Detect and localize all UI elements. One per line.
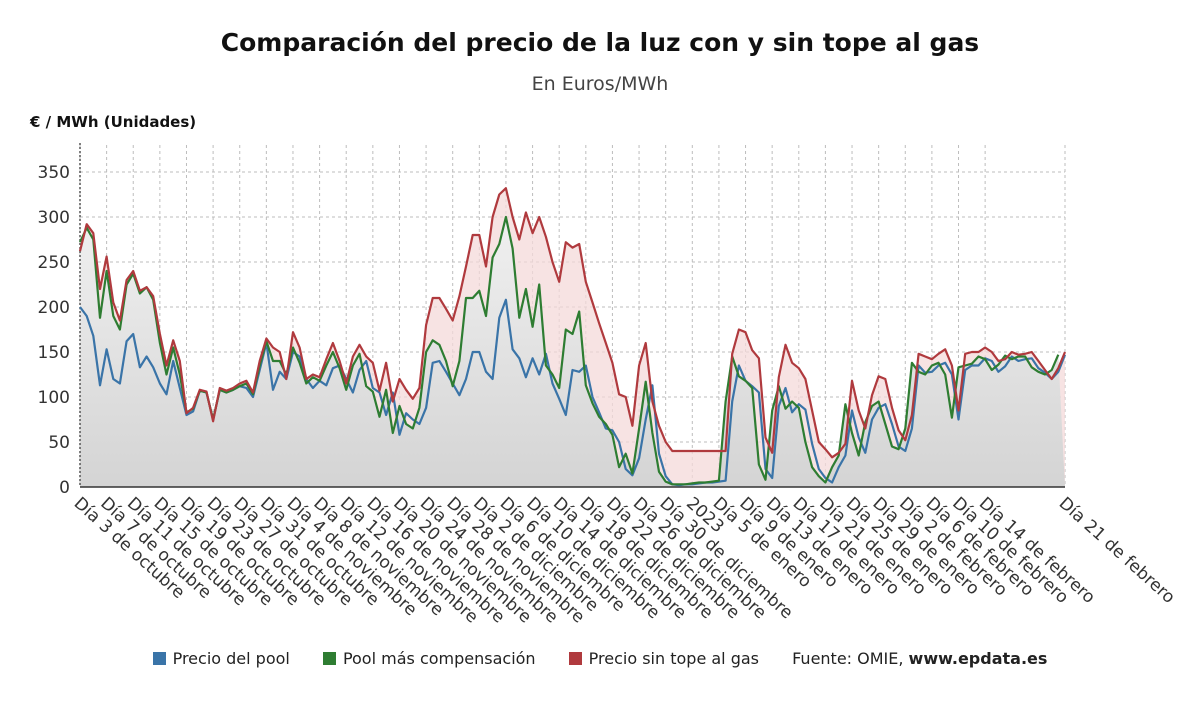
series-line-pool [79,298,1067,487]
legend-item-compensacion[interactable]: Pool más compensación [322,649,536,668]
legend-item-sin-tope[interactable]: Precio sin tope al gas [568,649,759,668]
y-axis-label: € / MWh (Unidades) [30,113,197,131]
y-tick-label: 250 [38,253,70,273]
source-link[interactable]: www.epdata.es [908,649,1048,668]
chart-title: Comparación del precio de la luz con y s… [220,28,980,57]
area-compensacion [80,217,1065,487]
legend-swatch-pool [152,652,166,665]
series-line-sin-tope [78,187,1067,459]
y-tick-label: 150 [38,343,70,363]
y-tick-label: 50 [48,433,70,453]
y-tick-label: 300 [38,208,70,228]
y-tick-label: 350 [38,163,70,183]
y-tick-label: 100 [38,388,70,408]
legend: Precio del pool Pool más compensación Pr… [0,648,1200,668]
series-line-compensacion [79,215,1060,486]
y-tick-label: 0 [59,478,70,498]
legend-label-pool: Precio del pool [172,649,290,668]
legend-label-sin-tope: Precio sin tope al gas [588,649,759,668]
legend-label-compensacion: Pool más compensación [342,649,536,668]
legend-item-pool[interactable]: Precio del pool [152,649,290,668]
source-note: Fuente: OMIE, www.epdata.es [792,649,1047,668]
legend-swatch-compensacion [322,652,336,665]
chart-subtitle: En Euros/MWh [531,73,669,95]
y-tick-label: 200 [38,298,70,318]
source-label: Fuente: OMIE, [792,649,909,668]
legend-swatch-sin-tope [568,652,582,665]
